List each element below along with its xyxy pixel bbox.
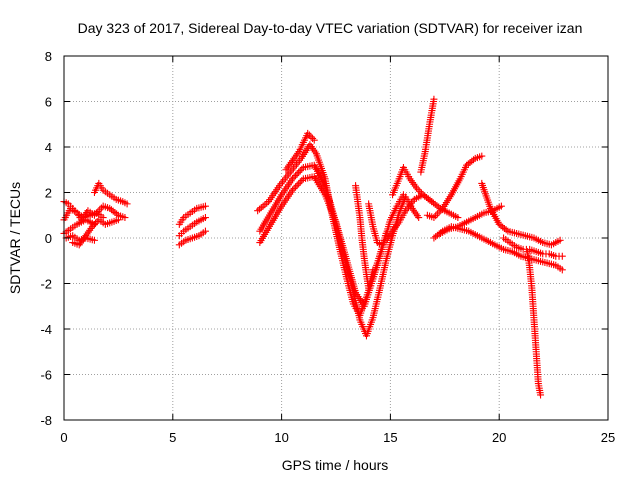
y-tick-label: -2	[40, 277, 52, 292]
x-tick-label: 20	[492, 430, 506, 445]
series-arc-h	[175, 214, 209, 240]
x-tick-label: 0	[60, 430, 67, 445]
x-tick-label: 25	[601, 430, 615, 445]
data-point-markers	[523, 248, 545, 399]
data-point-markers	[417, 95, 438, 176]
data-point-markers	[430, 223, 566, 274]
grid-lines	[64, 56, 608, 420]
data-point-markers	[423, 152, 486, 222]
y-tick-label: 0	[45, 231, 52, 246]
x-axis-label: GPS time / hours	[282, 457, 389, 473]
x-tick-label: 5	[169, 430, 176, 445]
series-arc-r	[423, 152, 486, 222]
series-arc-v	[500, 234, 566, 260]
y-tick-label: 6	[45, 95, 52, 110]
data-point-markers	[389, 163, 462, 222]
data-point-markers	[478, 179, 564, 249]
y-tick-label: 2	[45, 186, 52, 201]
axis-ticks: 0 5 10 15 20 25 -8 -6 -4 -2 0 2 4 6 8	[40, 49, 615, 445]
series-arc-p	[389, 163, 462, 222]
series-arc-w	[523, 248, 545, 399]
data-point-markers	[500, 234, 566, 260]
chart-title: Day 323 of 2017, Sidereal Day-to-day VTE…	[78, 20, 583, 36]
series-arc-i	[175, 227, 209, 249]
data-markers	[60, 95, 566, 399]
x-tick-label: 15	[383, 430, 397, 445]
data-point-markers	[175, 227, 209, 249]
data-point-markers	[175, 202, 209, 228]
series-arc-u	[478, 179, 564, 249]
series-arc-m	[282, 129, 318, 174]
series-arc-g	[175, 202, 209, 228]
y-tick-label: -4	[40, 322, 52, 337]
y-tick-label: -6	[40, 368, 52, 383]
data-point-markers	[175, 214, 209, 240]
y-axis-label: SDTVAR / TECUs	[7, 182, 23, 294]
data-point-markers	[90, 179, 131, 208]
y-tick-label: 4	[45, 140, 52, 155]
y-tick-label: -8	[40, 413, 52, 428]
series-arc-t	[430, 223, 566, 274]
series-arc-e	[90, 179, 131, 208]
data-point-markers	[282, 129, 318, 174]
series-arc-q	[417, 95, 438, 176]
data-point-markers	[352, 182, 377, 292]
x-tick-label: 10	[274, 430, 288, 445]
y-tick-label: 8	[45, 49, 52, 64]
series-arc-n	[352, 182, 377, 292]
